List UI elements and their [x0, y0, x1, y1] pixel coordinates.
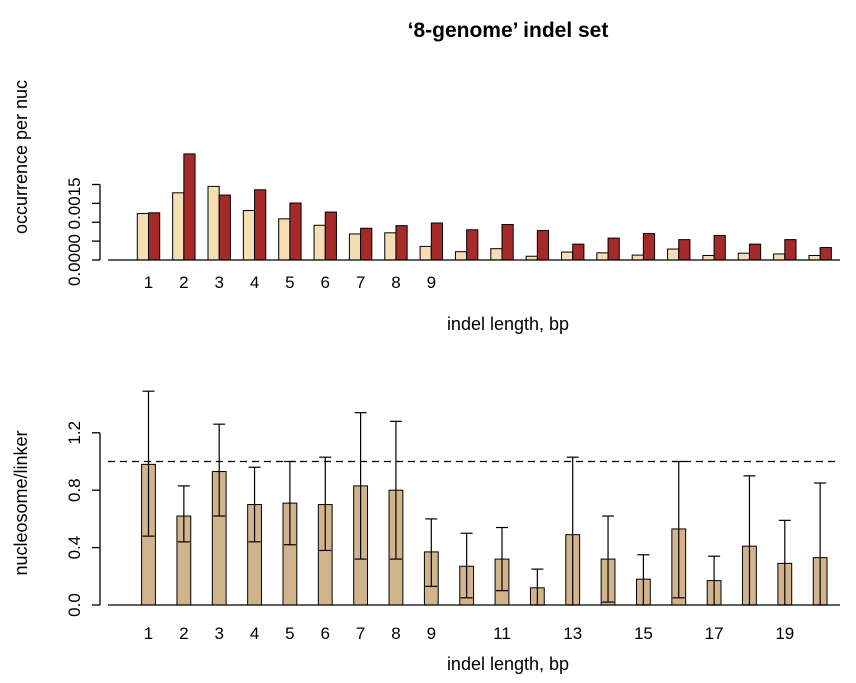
top-chart-title: ‘8-genome’ indel set [408, 19, 609, 42]
top-bar-8-series-1 [384, 232, 397, 261]
top-bar-13-series-1 [561, 251, 574, 261]
bottom-x-tick-label-2: 2 [179, 624, 188, 643]
top-bar-10-series-1 [454, 251, 468, 261]
bottom-x-tick-label-11: 11 [493, 624, 511, 643]
top-bar-20-series-1 [808, 254, 821, 261]
bottom-x-axis-title: indel length, bp [447, 654, 569, 674]
bottom-x-tick-label-19: 19 [775, 624, 794, 643]
top-x-tick-label-6: 6 [321, 273, 330, 292]
top-bar-17-series-1 [702, 254, 715, 261]
top-bar-14-series-2 [607, 237, 620, 261]
top-x-tick-label-5: 5 [285, 273, 294, 292]
top-bar-1-series-2 [148, 212, 161, 261]
top-bar-1-series-1 [136, 213, 150, 261]
top-bar-11-series-2 [501, 224, 514, 261]
bottom-x-tick-label-1: 1 [144, 624, 153, 643]
top-bar-6-series-1 [313, 224, 326, 261]
bottom-panel: 0.0 0.4 0.8 1.2 1 2 3 4 5 6 7 8 9 11 13 15 17 19 indel l… [11, 390, 840, 674]
top-y-tick-label-0: 0.0000 [65, 234, 84, 286]
bottom-x-tick-label-6: 6 [321, 624, 330, 643]
bottom-x-tick-label-15: 15 [634, 624, 653, 643]
top-bar-8-series-2 [395, 225, 408, 261]
bottom-x-tick-label-5: 5 [285, 624, 294, 643]
bottom-x-tick-label-17: 17 [705, 624, 724, 643]
top-bar-9-series-1 [419, 245, 432, 261]
bottom-x-tick-label-3: 3 [214, 624, 223, 643]
top-bar-20-series-2 [819, 247, 832, 261]
top-x-ticks: 1 2 3 4 5 6 7 8 9 [144, 273, 436, 292]
top-bar-4-series-2 [254, 189, 267, 261]
top-bar-18-series-1 [737, 252, 750, 261]
bottom-bars [141, 390, 828, 606]
top-x-tick-label-9: 9 [427, 273, 436, 292]
top-bar-9-series-2 [430, 222, 443, 261]
top-x-tick-label-2: 2 [179, 273, 188, 292]
top-x-tick-label-3: 3 [214, 273, 223, 292]
bottom-x-tick-label-13: 13 [563, 624, 582, 643]
top-bar-2-series-1 [172, 192, 185, 261]
top-x-tick-label-4: 4 [250, 273, 259, 292]
top-bar-7-series-1 [348, 233, 362, 261]
top-bar-15-series-2 [642, 233, 656, 261]
top-bar-5-series-2 [289, 202, 302, 261]
top-bar-19-series-1 [773, 253, 786, 261]
bottom-y-axis: 0.0 0.4 0.8 1.2 [65, 421, 101, 617]
bottom-y-tick-label-3: 1.2 [65, 421, 84, 445]
top-y-axis-title: occurrence per nuc [11, 80, 31, 234]
bottom-y-tick-label-1: 0.4 [65, 536, 84, 560]
top-y-tick-label-1: 0.0015 [65, 177, 84, 229]
top-bar-6-series-2 [324, 211, 337, 261]
top-bar-11-series-1 [490, 248, 503, 261]
top-bar-16-series-2 [678, 239, 691, 261]
top-bar-19-series-2 [784, 239, 797, 261]
bottom-y-tick-label-2: 0.8 [65, 478, 84, 502]
top-x-tick-label-7: 7 [356, 273, 365, 292]
top-x-tick-label-8: 8 [391, 273, 400, 292]
top-panel: ‘8-genome’ indel set 0.0000 0.0015 1 2 3 4 5 6… [11, 19, 840, 334]
top-x-tick-label-1: 1 [144, 273, 153, 292]
bottom-x-ticks: 1 2 3 4 5 6 7 8 9 11 13 15 17 19 [144, 624, 794, 643]
top-bar-5-series-1 [278, 218, 291, 261]
top-bar-4-series-1 [242, 210, 256, 261]
top-bars [136, 153, 832, 261]
top-y-axis: 0.0000 0.0015 [65, 177, 101, 286]
bottom-x-tick-label-9: 9 [427, 624, 436, 643]
top-bar-17-series-2 [713, 234, 726, 261]
top-bar-12-series-2 [536, 230, 550, 261]
bottom-x-tick-label-4: 4 [250, 624, 259, 643]
top-bar-16-series-1 [667, 248, 680, 261]
top-bar-3-series-1 [207, 185, 220, 261]
top-bar-18-series-2 [748, 243, 762, 261]
bottom-y-axis-title: nucleosome/linker [11, 430, 31, 575]
top-x-axis-title: indel length, bp [447, 314, 569, 334]
top-bar-14-series-1 [596, 252, 609, 261]
bottom-x-tick-label-7: 7 [356, 624, 365, 643]
top-bar-7-series-2 [360, 227, 373, 261]
top-bar-10-series-2 [466, 229, 479, 261]
top-bar-2-series-2 [183, 153, 196, 261]
bottom-x-tick-label-8: 8 [391, 624, 400, 643]
top-bar-13-series-2 [572, 243, 585, 261]
top-bar-3-series-2 [218, 194, 231, 261]
bottom-y-tick-label-0: 0.0 [65, 593, 84, 617]
top-bar-15-series-1 [631, 254, 644, 261]
